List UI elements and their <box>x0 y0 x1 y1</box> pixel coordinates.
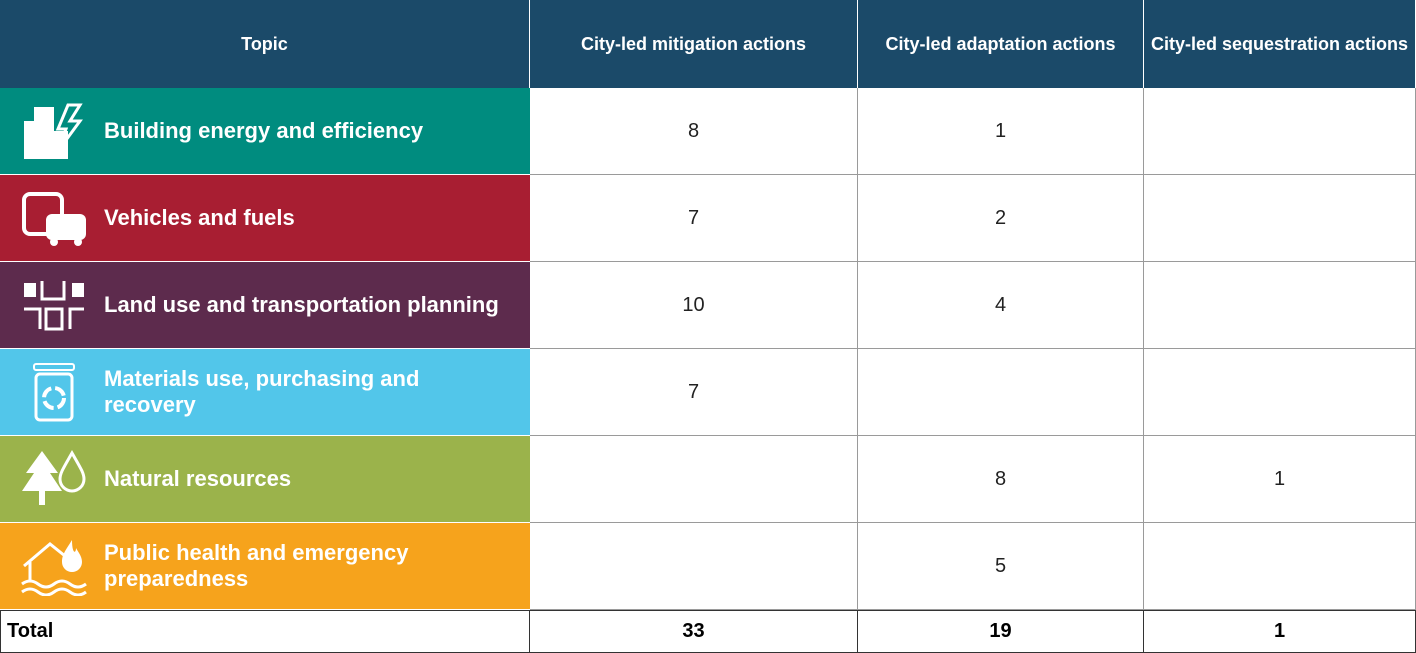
total-cell: 33 <box>530 610 858 653</box>
value-cell <box>858 349 1144 436</box>
value-cell <box>1144 349 1416 436</box>
cell-text: 7 <box>687 380 700 403</box>
topic-label: Natural resources <box>104 466 292 491</box>
topic-cell: Vehicles and fuels <box>0 175 530 262</box>
topic-label: Land use and transportation planning <box>104 292 499 317</box>
header-cell: City-led mitigation actions <box>530 0 858 88</box>
cell-text: City-led adaptation actions <box>885 33 1116 54</box>
header-cell: Topic <box>0 0 530 88</box>
topic-cell: Materials use, purchasing and recovery <box>0 349 530 436</box>
total-label: Total <box>0 610 530 653</box>
cell-text: 1 <box>1273 467 1286 490</box>
topic-icon <box>22 449 86 505</box>
value-cell: 2 <box>858 175 1144 262</box>
topic-label: Public health and emergency preparedness <box>104 540 409 591</box>
value-cell: 7 <box>530 349 858 436</box>
topic-icon <box>22 192 86 246</box>
topic-cell: Natural resources <box>0 436 530 523</box>
topic-icon <box>24 281 84 331</box>
topic-label: Materials use, purchasing and recovery <box>104 366 420 417</box>
topic-cell: Public health and emergency preparedness <box>0 523 530 610</box>
cell-text: Topic <box>241 33 288 54</box>
value-cell: 7 <box>530 175 858 262</box>
topic-cell: Building energy and efficiency <box>0 88 530 175</box>
value-cell: 5 <box>858 523 1144 610</box>
header-cell: City-led sequestration actions <box>1144 0 1416 88</box>
value-cell <box>1144 523 1416 610</box>
value-cell: 4 <box>858 262 1144 349</box>
cell-text: 2 <box>994 206 1007 229</box>
value-cell <box>1144 175 1416 262</box>
value-cell: 8 <box>858 436 1144 523</box>
cell-text: 19 <box>989 620 1012 642</box>
header-cell: City-led adaptation actions <box>858 0 1144 88</box>
cell-text: City-led sequestration actions <box>1150 33 1409 54</box>
cell-text: City-led mitigation actions <box>580 33 807 54</box>
cell-text: Total <box>7 620 54 642</box>
value-cell: 1 <box>858 88 1144 175</box>
cell-text: 10 <box>682 293 705 316</box>
topic-label: Building energy and efficiency <box>104 118 424 143</box>
value-cell <box>530 523 858 610</box>
cell-text: 33 <box>682 620 705 642</box>
value-cell <box>530 436 858 523</box>
cell-text: 4 <box>994 293 1007 316</box>
value-cell <box>1144 88 1416 175</box>
total-cell: 1 <box>1144 610 1416 653</box>
cell-text: 7 <box>687 206 700 229</box>
cell-text: 5 <box>994 554 1007 577</box>
value-cell: 1 <box>1144 436 1416 523</box>
total-cell: 19 <box>858 610 1144 653</box>
topic-icon <box>33 363 75 422</box>
value-cell: 8 <box>530 88 858 175</box>
topic-icon <box>21 540 87 596</box>
value-cell <box>1144 262 1416 349</box>
topic-cell: Land use and transportation planning <box>0 262 530 349</box>
topic-label: Vehicles and fuels <box>104 205 295 230</box>
cell-text: 1 <box>1273 620 1286 642</box>
cell-text: 1 <box>994 119 1007 142</box>
cell-text: 8 <box>687 119 700 142</box>
topic-icon <box>24 103 83 159</box>
cell-text: 8 <box>994 467 1007 490</box>
value-cell: 10 <box>530 262 858 349</box>
